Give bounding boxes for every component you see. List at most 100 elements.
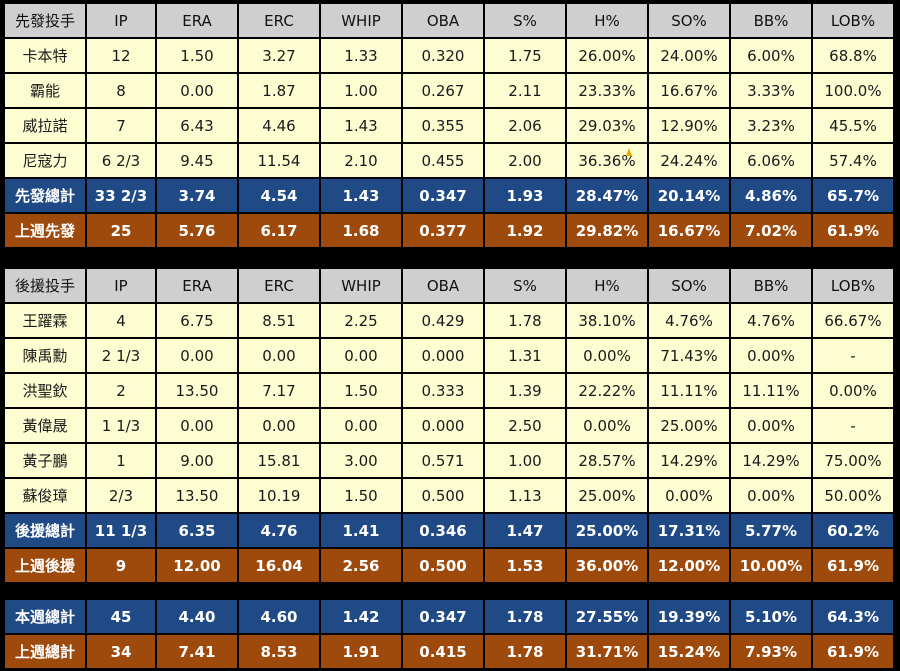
stat-cell: 0.267: [401, 72, 485, 109]
stat-cell: 3.23%: [729, 107, 813, 144]
column-header: ERC: [237, 267, 321, 304]
stat-cell: 4: [85, 302, 157, 339]
stat-cell: 0.571: [401, 442, 485, 479]
column-header: WHIP: [319, 2, 403, 39]
column-header: IP: [85, 2, 157, 39]
pitcher-name: 洪聖欽: [3, 372, 87, 409]
stat-cell: 0.500: [401, 547, 485, 584]
table-row: 黃子鵬 1 9.00 15.81 3.00 0.571 1.00 28.57% 14.29% 14…: [3, 442, 895, 479]
stat-cell: 7.41: [155, 633, 239, 670]
stat-cell: 45: [85, 598, 157, 635]
relievers-table: 後援投手 IP ERA ERC WHIP OBA S% H% SO% BB% LOB% 王躍霖 4 6.7…: [3, 267, 895, 584]
stat-cell: 1.43: [319, 107, 403, 144]
stat-cell: 0.320: [401, 37, 485, 74]
stat-cell: 2 1/3: [85, 337, 157, 374]
stat-cell: 0.000: [401, 407, 485, 444]
stat-cell: 1.87: [237, 72, 321, 109]
stat-cell: 61.9%: [811, 212, 895, 249]
stat-cell: 38.10%: [565, 302, 649, 339]
header-row: 先發投手 IP ERA ERC WHIP OBA S% H% SO% BB% LOB%: [3, 2, 895, 39]
stat-cell: 2.50: [483, 407, 567, 444]
stat-cell: 6.17: [237, 212, 321, 249]
stat-cell: 0.000: [401, 337, 485, 374]
stat-cell: 4.76%: [729, 302, 813, 339]
stat-cell: 1.92: [483, 212, 567, 249]
stat-cell: 1.42: [319, 598, 403, 635]
stat-cell: 16.67%: [647, 72, 731, 109]
stat-cell: 2.11: [483, 72, 567, 109]
stat-cell: 28.57%: [565, 442, 649, 479]
stat-cell: 20.14%: [647, 177, 731, 214]
column-header: OBA: [401, 267, 485, 304]
stat-cell: 0.00: [155, 72, 239, 109]
stat-cell: 1.50: [319, 372, 403, 409]
stat-cell: 13.50: [155, 477, 239, 514]
stat-cell: 3.74: [155, 177, 239, 214]
stat-cell: 0.347: [401, 598, 485, 635]
table-row: 尼寇力 6 2/3 9.45 11.54 2.10 0.455 2.00 36.36% 24.2…: [3, 142, 895, 179]
stat-cell: 5.10%: [729, 598, 813, 635]
stat-cell: 4.86%: [729, 177, 813, 214]
stat-cell: 2.00: [483, 142, 567, 179]
pitcher-name: 上週總計: [3, 633, 87, 670]
stat-cell: 1.47: [483, 512, 567, 549]
stat-cell: 2/3: [85, 477, 157, 514]
stat-cell: 3.33%: [729, 72, 813, 109]
pitcher-name: 先發總計: [3, 177, 87, 214]
stat-cell: 7.02%: [729, 212, 813, 249]
stat-cell: 0.00%: [729, 477, 813, 514]
stat-cell: 6 2/3: [85, 142, 157, 179]
stat-cell: 26.00%: [565, 37, 649, 74]
stat-cell: 1.75: [483, 37, 567, 74]
stat-cell: 5.76: [155, 212, 239, 249]
stat-cell: 1.91: [319, 633, 403, 670]
stat-cell: 29.82%: [565, 212, 649, 249]
column-header: H%: [565, 2, 649, 39]
stat-cell: -: [811, 337, 895, 374]
table-row: 卡本特 12 1.50 3.27 1.33 0.320 1.75 26.00% 24.00% 6.…: [3, 37, 895, 74]
stat-cell: 23.33%: [565, 72, 649, 109]
stat-cell: 36.00%: [565, 547, 649, 584]
column-header: ERA: [155, 2, 239, 39]
stat-cell: 11 1/3: [85, 512, 157, 549]
table-row: 霸能 8 0.00 1.87 1.00 0.267 2.11 23.33% 16.67% 3.33…: [3, 72, 895, 109]
stat-cell: 5.77%: [729, 512, 813, 549]
column-header-name: 後援投手: [3, 267, 87, 304]
table-row: 黃偉晟 1 1/3 0.00 0.00 0.00 0.000 2.50 0.00% 25.00%…: [3, 407, 895, 444]
stat-cell: 0.00%: [647, 477, 731, 514]
column-header: ERC: [237, 2, 321, 39]
stat-cell: 14.29%: [729, 442, 813, 479]
stat-cell: 0.377: [401, 212, 485, 249]
column-header: BB%: [729, 2, 813, 39]
stat-cell: 64.3%: [811, 598, 895, 635]
stat-cell: 9.45: [155, 142, 239, 179]
stat-cell: 11.11%: [729, 372, 813, 409]
stat-cell: 45.5%: [811, 107, 895, 144]
stat-cell: 60.2%: [811, 512, 895, 549]
stat-cell: 75.00%: [811, 442, 895, 479]
stat-cell: 0.415: [401, 633, 485, 670]
last-week-total-row: 上週總計 34 7.41 8.53 1.91 0.415 1.78 31.71% 15.24% 7…: [3, 633, 895, 670]
stat-cell: 24.24%: [647, 142, 731, 179]
stat-cell: 0.429: [401, 302, 485, 339]
stat-cell: 25.00%: [647, 407, 731, 444]
column-header-name: 先發投手: [3, 2, 87, 39]
stat-cell: 100.0%: [811, 72, 895, 109]
stat-cell: 1.50: [319, 477, 403, 514]
stat-cell: 50.00%: [811, 477, 895, 514]
stat-cell: 68.8%: [811, 37, 895, 74]
stat-cell: 7.17: [237, 372, 321, 409]
pitcher-name: 霸能: [3, 72, 87, 109]
stat-cell: 34: [85, 633, 157, 670]
pitcher-name: 黃偉晟: [3, 407, 87, 444]
column-header: WHIP: [319, 267, 403, 304]
stat-cell: 4.76: [237, 512, 321, 549]
stat-cell: 4.60: [237, 598, 321, 635]
stat-cell: 3.00: [319, 442, 403, 479]
stat-cell: 0.00: [155, 337, 239, 374]
stat-cell: 3.27: [237, 37, 321, 74]
stat-cell: 16.04: [237, 547, 321, 584]
stat-cell: 0.00: [237, 337, 321, 374]
pitcher-name: 尼寇力: [3, 142, 87, 179]
column-header: LOB%: [811, 2, 895, 39]
